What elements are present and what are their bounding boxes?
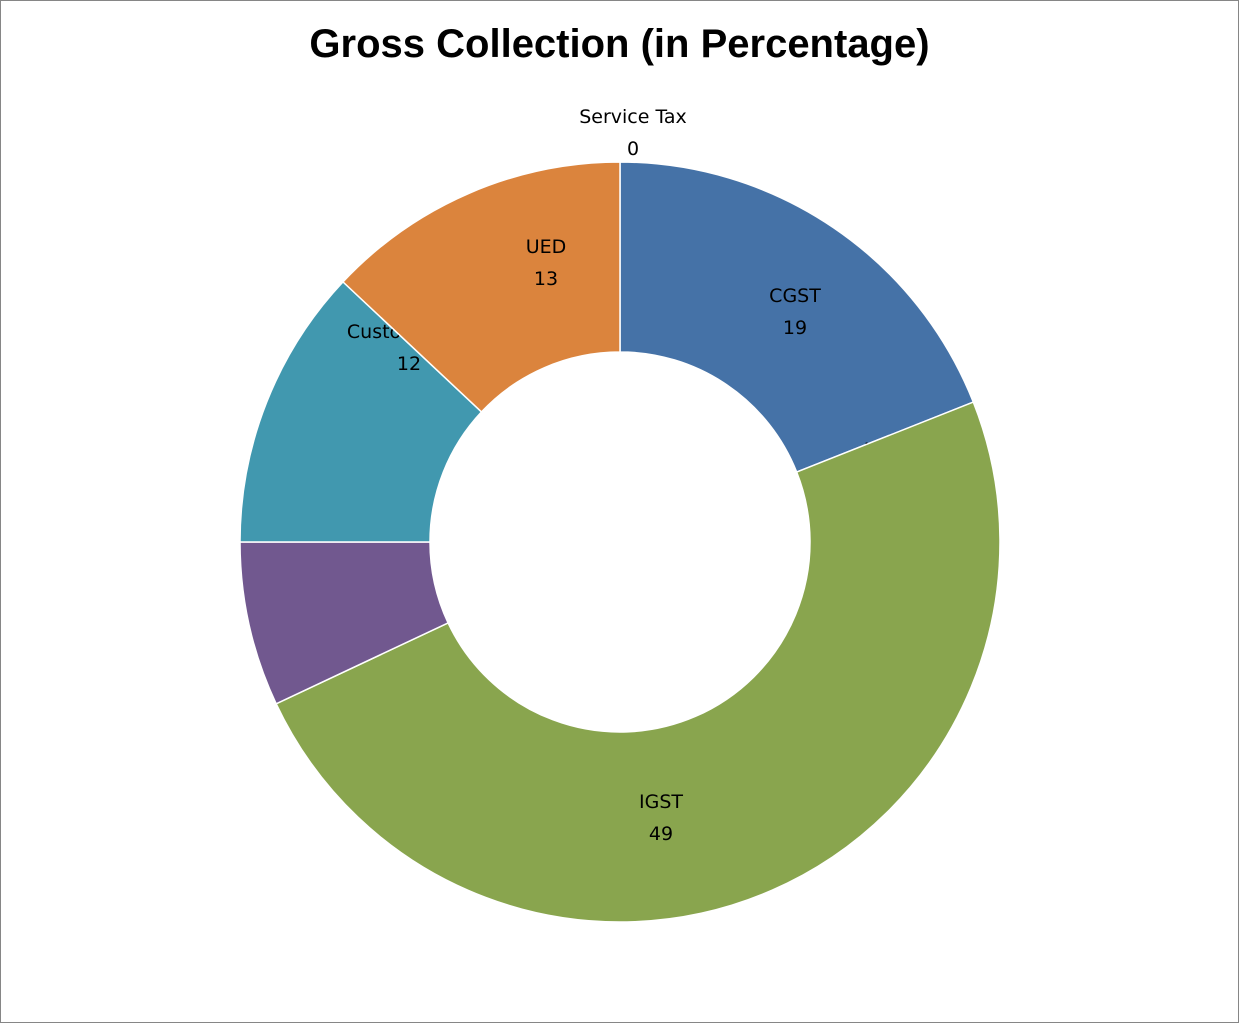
slice-ued [341,161,621,413]
slice-custom-duty [239,280,483,543]
data-label-value-custom-duty: 12 [397,353,421,375]
data-label-value-service-tax: 0 [627,138,639,160]
chart-title: Gross Collection (in Percentage) [309,22,930,66]
slice-igst [275,401,1001,923]
data-label-value-ued: 13 [534,268,558,290]
data-label-name-ued: UED [526,236,567,258]
data-label-value-igst: 49 [649,823,673,845]
data-label-name-cgst: CGST [769,285,821,307]
data-label-name-service-tax: Service Tax [579,106,687,128]
slice-cgst [619,161,975,474]
data-label-name-igst: IGST [639,791,683,813]
data-label-value-cgst: 19 [783,317,807,339]
